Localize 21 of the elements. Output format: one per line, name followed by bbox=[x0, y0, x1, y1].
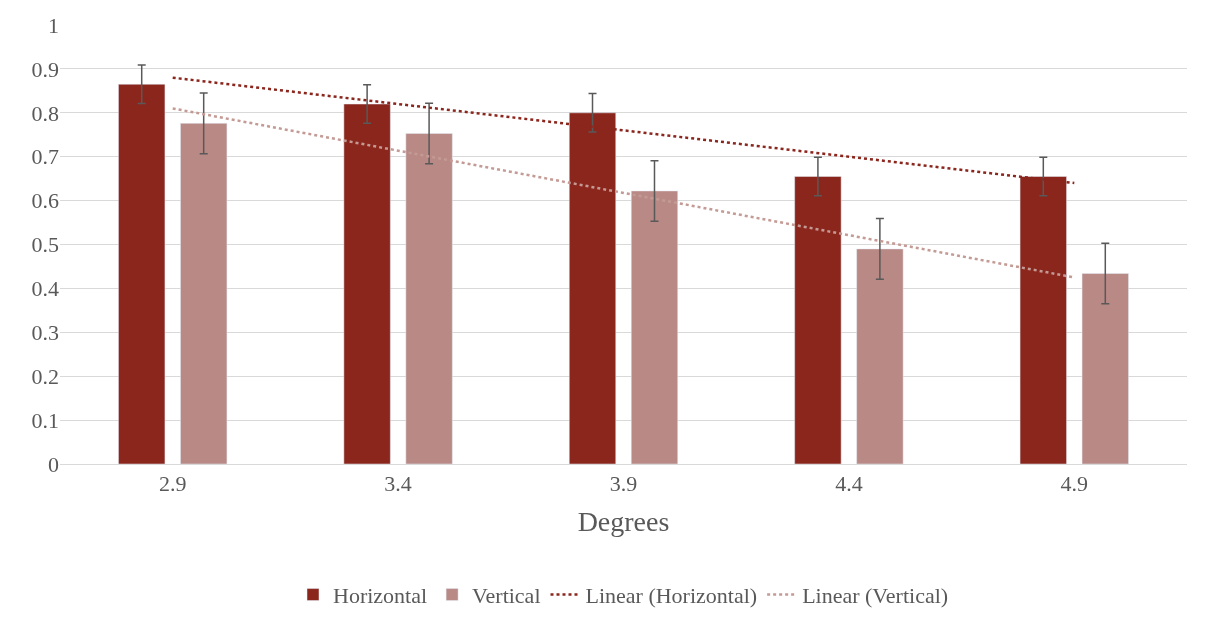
y-tick-label: 0.5 bbox=[31, 232, 59, 258]
x-tick-label: 4.4 bbox=[835, 471, 863, 497]
x-tick-label: 4.9 bbox=[1060, 471, 1089, 497]
y-tick-label: 0.6 bbox=[31, 188, 59, 214]
y-tick-label: 0.2 bbox=[31, 363, 59, 389]
y-tick-label: 0.9 bbox=[31, 56, 59, 82]
y-tick-label: 0.3 bbox=[31, 320, 59, 345]
legend-label: Linear (Vertical) bbox=[802, 583, 949, 609]
x-tick-label: 2.9 bbox=[158, 471, 187, 497]
legend-label: Linear (Horizontal) bbox=[585, 583, 758, 609]
y-tick-label: 0.7 bbox=[31, 144, 59, 170]
x-axis-title: Degrees bbox=[577, 505, 670, 537]
y-tick-label: 0 bbox=[48, 451, 59, 477]
y-tick-label: 0.1 bbox=[31, 407, 59, 433]
y-tick-label: 0.4 bbox=[31, 276, 59, 302]
x-tick-label: 3.4 bbox=[384, 471, 412, 497]
x-tick-label: 3.9 bbox=[609, 471, 638, 497]
y-tick-label: 0.8 bbox=[31, 100, 59, 126]
y-tick-label: 1 bbox=[48, 12, 59, 38]
legend-label: Horizontal bbox=[333, 583, 428, 609]
legend-label: Vertical bbox=[472, 583, 541, 609]
